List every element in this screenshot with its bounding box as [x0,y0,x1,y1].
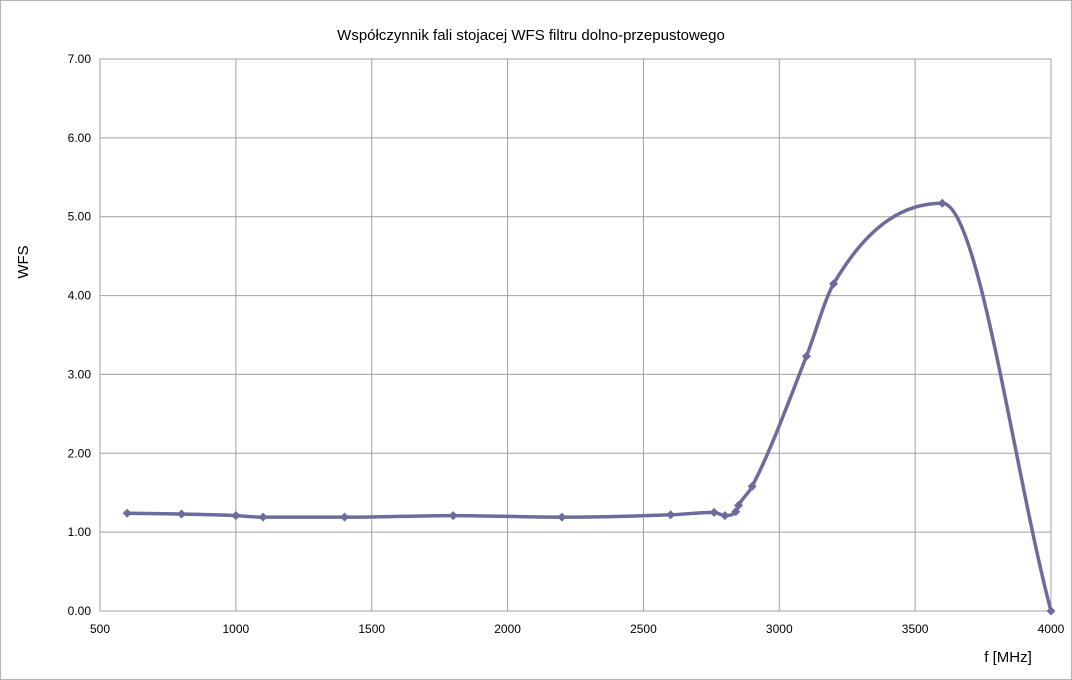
data-point-marker [557,512,567,522]
y-tick-label: 3.00 [68,367,92,381]
data-point-marker [937,198,947,208]
data-point-marker [801,351,811,361]
data-point-marker [122,508,132,518]
x-tick-label: 2000 [494,622,521,636]
y-axis-ticks: 0.00 1.00 2.00 3.00 4.00 5.00 6.00 7.00 [68,52,92,618]
x-tick-label: 1000 [223,622,250,636]
plot-border [99,58,1052,612]
data-point-marker [258,512,268,522]
data-point-marker [747,481,757,491]
data-point-marker [666,510,676,520]
y-tick-label: 6.00 [68,131,92,145]
y-tick-label: 1.00 [68,525,92,539]
y-axis-label: WFS [15,245,32,278]
x-tick-label: 3000 [766,622,793,636]
data-point-marker [829,279,839,289]
x-axis-ticks: 500 1000 1500 2000 2500 3000 3500 4000 [90,622,1065,636]
y-tick-label: 2.00 [68,446,92,460]
grid [99,58,1052,612]
y-tick-label: 4.00 [68,289,92,303]
x-tick-label: 500 [90,622,110,636]
y-tick-label: 0.00 [68,604,92,618]
data-point-marker [340,512,350,522]
data-point-marker [1046,606,1056,616]
data-point-marker [231,511,241,521]
x-axis-label: f [MHz] [984,649,1032,666]
data-point-marker [177,509,187,519]
data-point-marker [709,507,719,517]
data-point-marker [720,511,730,521]
chart-title: Współczynnik fali stojacej WFS filtru do… [337,27,725,44]
x-tick-label: 1500 [358,622,385,636]
y-tick-label: 5.00 [68,210,92,224]
y-tick-label: 7.00 [68,52,92,66]
series [122,198,1056,616]
x-tick-label: 4000 [1038,622,1065,636]
x-tick-label: 2500 [630,622,657,636]
data-point-marker [448,511,458,521]
data-point-marker [734,500,744,510]
series-line [125,201,1053,613]
x-tick-label: 3500 [902,622,929,636]
data-point-marker [731,507,741,517]
